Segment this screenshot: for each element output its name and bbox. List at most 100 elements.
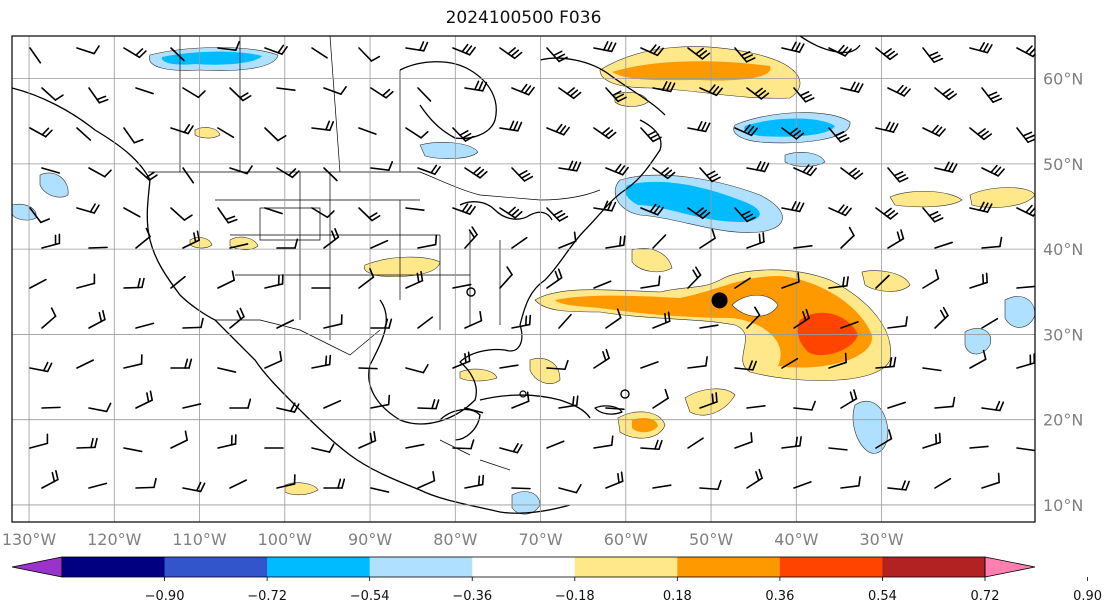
wind-barb xyxy=(405,41,429,52)
wind-barb xyxy=(793,481,812,489)
barb-feather xyxy=(840,205,849,215)
barb-feather xyxy=(802,311,807,322)
wind-barb xyxy=(922,367,942,372)
wind-barb xyxy=(687,356,708,369)
barb-shaft xyxy=(546,276,563,289)
wind-barb xyxy=(828,127,850,143)
barb-shaft xyxy=(135,322,155,329)
wind-barb xyxy=(687,437,704,449)
barb-shaft xyxy=(934,477,952,489)
wind-barb xyxy=(370,487,390,493)
barb-shaft xyxy=(793,167,812,177)
barb-feather xyxy=(518,170,528,176)
barb-feather xyxy=(795,132,805,140)
lon-tick-label: 110°W xyxy=(172,530,227,549)
barb-shaft xyxy=(781,207,801,213)
barb-shaft xyxy=(1016,207,1034,217)
barb-feather xyxy=(422,364,429,374)
barb-feather xyxy=(246,165,253,175)
barb-shaft xyxy=(652,397,669,409)
wind-barb xyxy=(546,123,570,136)
barb-feather xyxy=(649,44,657,53)
barb-shaft xyxy=(76,446,96,449)
positive-anomaly-wave xyxy=(684,388,736,416)
wind-barb xyxy=(734,124,758,137)
small-circle-marker-1 xyxy=(466,287,476,297)
barb-feather xyxy=(837,44,845,54)
wind-barb xyxy=(887,480,910,491)
barb-feather xyxy=(138,50,147,59)
barb-feather xyxy=(851,170,861,178)
wind-barb xyxy=(452,43,476,56)
barb-feather xyxy=(715,392,718,403)
wind-barb xyxy=(934,241,953,249)
barb-shaft xyxy=(311,447,331,453)
barb-feather xyxy=(758,468,763,479)
wind-barb xyxy=(605,163,629,176)
wind-barb xyxy=(1016,285,1035,289)
barb-shaft xyxy=(828,47,846,57)
barb-feather xyxy=(381,88,391,97)
barb-feather xyxy=(622,235,626,246)
barb-shaft xyxy=(323,323,343,329)
cuba-outline xyxy=(479,394,591,419)
wind-barb xyxy=(276,238,299,249)
barb-feather xyxy=(798,43,805,53)
barb-feather xyxy=(896,231,901,242)
barb-shaft xyxy=(76,282,96,289)
colorbar-segment xyxy=(779,557,883,577)
barb-shaft xyxy=(640,447,660,451)
barb-shaft xyxy=(311,127,331,131)
barb-shaft xyxy=(1016,362,1035,369)
wind-barb xyxy=(546,207,569,222)
barb-feather xyxy=(461,132,472,139)
wind-barb xyxy=(323,478,346,489)
wind-barb xyxy=(687,207,711,220)
wind-barb xyxy=(793,164,817,177)
wind-barb xyxy=(323,167,338,182)
state-lines-2 xyxy=(259,207,501,330)
barb-feather xyxy=(89,203,96,213)
barb-feather xyxy=(701,211,711,220)
lon-tick-label: 30°W xyxy=(859,530,903,549)
barb-feather xyxy=(941,88,951,96)
barb-feather xyxy=(55,469,59,481)
barb-feather xyxy=(746,125,755,135)
barb-shaft xyxy=(123,447,143,453)
colorbar-segment xyxy=(574,557,678,577)
barb-shaft xyxy=(405,443,425,449)
barb-shaft xyxy=(593,280,612,289)
barb-feather xyxy=(660,167,669,175)
wind-barb xyxy=(934,87,958,101)
barb-shaft xyxy=(452,447,472,450)
wind-barb xyxy=(405,270,424,289)
barb-shaft xyxy=(217,47,237,51)
barb-shaft xyxy=(687,365,707,369)
barb-shaft xyxy=(452,360,471,369)
barb-shaft xyxy=(593,207,613,212)
barb-shaft xyxy=(558,313,572,329)
barb-feather xyxy=(658,439,663,451)
barb-shaft xyxy=(511,487,531,490)
barb-shaft xyxy=(652,167,669,180)
barb-feather xyxy=(516,444,523,454)
wind-barb xyxy=(135,390,153,409)
lat-tick-label: 30°N xyxy=(1043,325,1083,344)
hispaniola-outline xyxy=(594,405,623,415)
barb-feather xyxy=(934,126,943,135)
wind-barb xyxy=(41,87,64,101)
great-lakes-outline xyxy=(459,201,553,221)
wind-barb xyxy=(887,84,911,97)
barb-feather xyxy=(799,436,802,447)
barb-shaft xyxy=(640,284,660,289)
wind-barb xyxy=(640,439,663,451)
wind-barb xyxy=(875,47,899,61)
barb-shaft xyxy=(746,314,761,329)
barb-feather xyxy=(603,41,609,51)
barb-feather xyxy=(416,272,420,284)
strong-anomaly-core xyxy=(797,312,858,356)
wind-barb xyxy=(558,231,577,249)
barb-shaft xyxy=(276,483,296,489)
barb-feather xyxy=(507,206,516,215)
wind-barb xyxy=(511,236,528,249)
